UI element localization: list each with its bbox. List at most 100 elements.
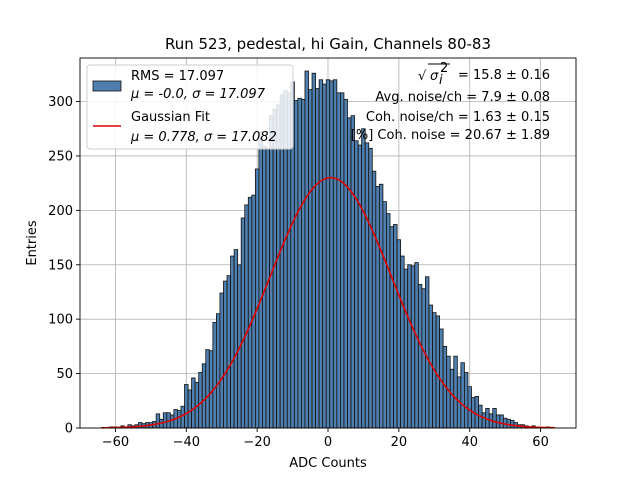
- histogram-bar: [180, 405, 185, 429]
- noise-annotations: √ σ i 2 = 15.8 ± 0.16 Avg. noise/ch = 7.…: [351, 61, 550, 143]
- histogram-bar: [417, 283, 423, 429]
- annotation-line-3: Coh. noise/ch = 1.63 ± 0.15: [366, 110, 550, 125]
- histogram-bar: [336, 92, 341, 429]
- sigma-superscript: 2: [440, 61, 448, 76]
- legend: RMS = 17.097 μ = -0.0, σ = 17.097 Gaussi…: [86, 64, 294, 150]
- histogram-bar: [453, 355, 458, 429]
- histogram-bar: [219, 292, 224, 429]
- y-tick-label: 150: [48, 258, 73, 273]
- histogram-bar: [361, 128, 366, 429]
- histogram-bar: [240, 217, 246, 429]
- histogram-bar: [315, 88, 320, 429]
- histogram-bar: [339, 92, 345, 429]
- sigma-symbol: σ: [430, 69, 439, 84]
- legend-fit-stats: μ = 0.778, σ = 17.082: [130, 130, 277, 145]
- histogram-bar: [208, 350, 214, 429]
- histogram-bar: [169, 414, 175, 429]
- legend-box: [86, 64, 294, 150]
- histogram-bar: [162, 412, 168, 429]
- histogram-bar: [230, 255, 235, 429]
- histogram-bar: [371, 170, 377, 429]
- histogram-bar: [276, 104, 281, 429]
- y-axis-ticks: 0 50 100 150 200 250 300: [48, 95, 80, 437]
- histogram-bar: [311, 72, 316, 429]
- y-tick-label: 0: [65, 422, 73, 437]
- histogram-bar: [435, 315, 440, 429]
- histogram-bar: [223, 280, 228, 429]
- histogram-bar: [177, 410, 182, 429]
- legend-histogram-rms: RMS = 17.097: [131, 69, 224, 84]
- histogram-bar: [187, 389, 193, 429]
- histogram-bar: [265, 147, 270, 429]
- histogram-bar: [155, 413, 161, 429]
- chart-title: Run 523, pedestal, hi Gain, Channels 80-…: [165, 35, 491, 53]
- x-tick-label: −60: [102, 435, 129, 450]
- histogram-bar: [297, 97, 302, 429]
- histogram-bar: [198, 372, 203, 429]
- y-tick-label: 50: [56, 367, 73, 382]
- legend-fit-mu: μ = 0.778,: [130, 130, 200, 145]
- histogram-bar: [254, 168, 260, 429]
- legend-histogram-stats: μ = -0.0, σ = 17.097: [130, 87, 266, 102]
- x-tick-label: 40: [461, 435, 478, 450]
- histogram-bar: [407, 264, 412, 429]
- sigma-subscript: i: [439, 73, 443, 88]
- histogram-bar: [247, 196, 253, 429]
- histogram-bar: [492, 408, 497, 429]
- histogram-bar: [329, 80, 334, 429]
- histogram-bar: [244, 204, 249, 429]
- histogram-bar: [212, 322, 217, 429]
- histogram-bar: [350, 115, 355, 429]
- histogram-bar: [375, 186, 380, 429]
- histogram-bar: [357, 144, 363, 429]
- histogram-bar: [343, 98, 348, 429]
- histogram-bar: [347, 117, 352, 429]
- x-tick-label: −40: [173, 435, 200, 450]
- legend-fit-sigma: σ = 17.082: [204, 130, 277, 145]
- histogram-bar: [258, 131, 263, 429]
- y-tick-label: 200: [48, 204, 73, 219]
- histogram-bar: [205, 349, 210, 429]
- y-axis-label: Entries: [25, 220, 40, 266]
- histogram-bar: [463, 372, 469, 429]
- histogram-bar: [396, 239, 402, 429]
- x-tick-label: 60: [532, 435, 549, 450]
- histogram-bar: [332, 79, 338, 429]
- histogram-bar: [410, 265, 416, 429]
- legend-fit-title: Gaussian Fit: [131, 110, 210, 125]
- histogram-bar: [364, 142, 370, 429]
- histogram-bar: [425, 276, 430, 429]
- histogram-bar: [293, 100, 299, 429]
- x-axis-label: ADC Counts: [289, 456, 367, 471]
- histogram-bar: [184, 384, 189, 429]
- histogram-bar: [378, 183, 384, 429]
- histogram-bar: [474, 396, 479, 429]
- histogram-bar: [191, 377, 196, 429]
- annotation-line-2: Avg. noise/ch = 7.9 ± 0.08: [375, 90, 550, 105]
- histogram-bar: [499, 414, 504, 429]
- histogram-bar: [304, 70, 309, 429]
- histogram-bar: [308, 89, 313, 429]
- histogram-bar: [368, 147, 373, 429]
- histogram-bar: [386, 213, 391, 429]
- histogram-bar: [506, 418, 511, 429]
- histogram-bar: [138, 422, 143, 429]
- histogram-bar: [354, 140, 359, 429]
- histogram-bar: [322, 83, 327, 429]
- histogram-bar: [421, 288, 426, 429]
- histogram-bar: [201, 363, 207, 429]
- histogram-bar: [215, 313, 221, 429]
- y-tick-label: 250: [48, 149, 73, 164]
- histogram-bar: [481, 412, 487, 429]
- sqrt-symbol: √: [418, 69, 427, 84]
- histogram-bar: [403, 268, 409, 429]
- histogram-bar: [449, 368, 455, 429]
- histogram-bar: [389, 226, 394, 429]
- histogram-bar: [382, 201, 387, 429]
- x-tick-label: 20: [391, 435, 408, 450]
- legend-histogram-swatch: [92, 80, 122, 92]
- histogram-bar: [393, 224, 398, 429]
- histogram-bar: [251, 194, 256, 429]
